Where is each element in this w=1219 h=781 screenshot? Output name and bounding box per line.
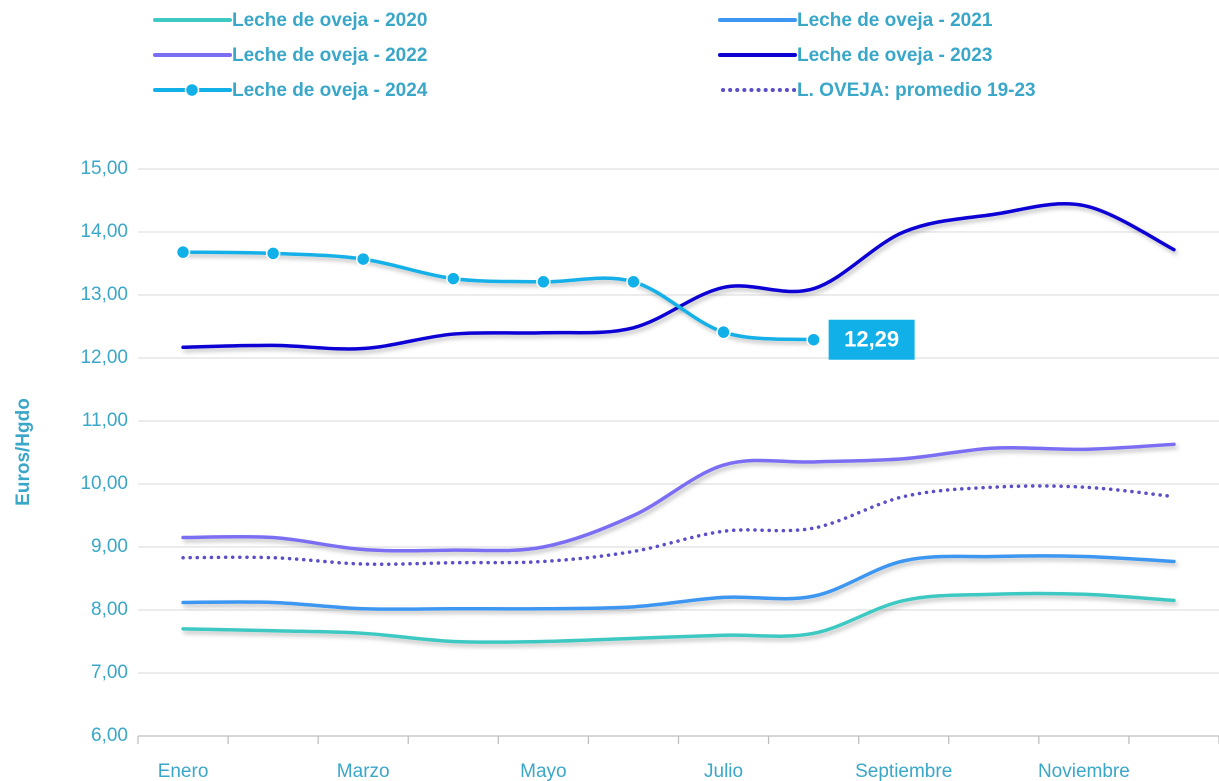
series-line (181, 484, 1176, 566)
y-tick-label: 8,00 (91, 599, 128, 620)
value-label-box (828, 319, 915, 360)
series-marker (716, 324, 731, 340)
series-marker (806, 332, 821, 347)
legend-marker (184, 82, 200, 98)
y-tick-label: 10,00 (80, 473, 128, 494)
series-line (181, 554, 1176, 611)
series-marker (175, 244, 191, 260)
x-tick-label: Enero (158, 761, 209, 781)
series-line (181, 250, 816, 342)
series-line (181, 442, 1176, 553)
legend-label: Leche de oveja - 2022 (232, 45, 427, 66)
x-tick-label: Mayo (520, 761, 566, 781)
series-marker (536, 274, 551, 290)
y-tick-label: 11,00 (82, 410, 128, 431)
series-line (181, 202, 1176, 351)
legend-label: Leche de oveja - 2021 (797, 10, 993, 31)
y-axis-label: Euros/Hgdo (13, 398, 34, 506)
y-tick-label: 6,00 (91, 725, 128, 746)
x-tick-label: Julio (704, 761, 743, 781)
x-tick-label: Septiembre (855, 761, 952, 781)
y-tick-label: 12,00 (80, 347, 128, 368)
y-tick-label: 13,00 (80, 284, 128, 305)
series-marker (355, 251, 371, 267)
legend-label: Leche de oveja - 2024 (232, 80, 428, 101)
series-line (181, 591, 1176, 644)
y-tick-label: 7,00 (91, 662, 128, 683)
legend-label: Leche de oveja - 2020 (232, 10, 427, 31)
series-marker (626, 274, 641, 290)
y-tick-label: 15,00 (80, 158, 128, 179)
value-label: 12,29 (844, 327, 899, 352)
series-marker (265, 246, 281, 261)
x-tick-label: Noviembre (1038, 761, 1130, 781)
y-tick-label: 14,00 (80, 221, 128, 242)
y-tick-label: 9,00 (91, 536, 128, 557)
legend-label: L. OVEJA: promedio 19-23 (797, 80, 1036, 101)
series-marker (446, 271, 461, 286)
legend-label: Leche de oveja - 2023 (797, 45, 992, 66)
x-tick-label: Marzo (337, 761, 390, 781)
